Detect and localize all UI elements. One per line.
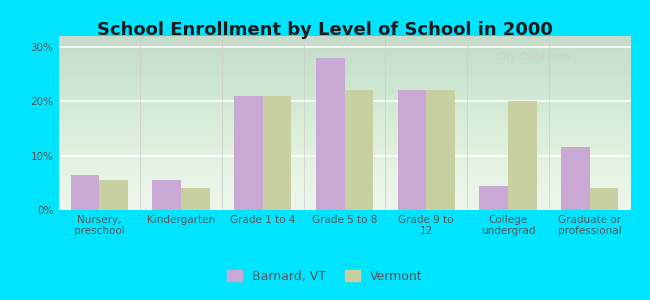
Bar xyxy=(590,188,618,210)
Text: School Enrollment by Level of School in 2000: School Enrollment by Level of School in … xyxy=(97,21,553,39)
Bar xyxy=(263,96,291,210)
Bar xyxy=(508,101,536,210)
Bar xyxy=(316,58,344,210)
Bar xyxy=(426,90,455,210)
Bar xyxy=(71,175,99,210)
Bar xyxy=(181,188,210,210)
Bar xyxy=(479,185,508,210)
Bar xyxy=(398,90,426,210)
Bar xyxy=(99,180,128,210)
Legend: Barnard, VT, Vermont: Barnard, VT, Vermont xyxy=(222,265,428,288)
Bar xyxy=(234,96,263,210)
Bar xyxy=(344,90,373,210)
Bar xyxy=(153,180,181,210)
Text: City-Data.com: City-Data.com xyxy=(496,52,570,62)
Bar xyxy=(561,148,590,210)
